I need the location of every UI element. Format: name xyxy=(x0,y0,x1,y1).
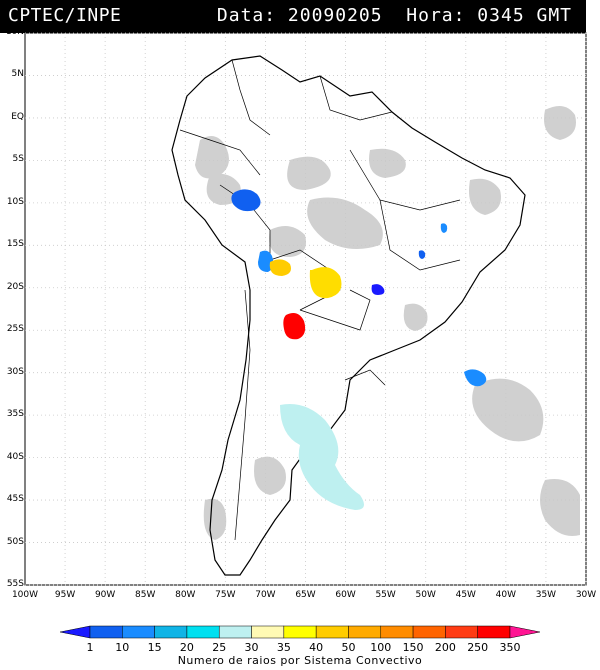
border-brazil-states-1 xyxy=(349,149,461,211)
longitude-label: 80W xyxy=(175,590,196,600)
colorbar-swatch xyxy=(477,625,511,639)
colorbar-swatch xyxy=(445,625,478,639)
border-colombia-south xyxy=(179,129,261,176)
cloud-patch-patagonia xyxy=(254,456,286,495)
colorbar-label: 25 xyxy=(212,641,227,654)
colorbar-arrow-right xyxy=(509,625,541,639)
colorbar-swatch xyxy=(89,625,123,639)
cloud-patch-north-andes xyxy=(195,136,229,179)
colorbar-swatch xyxy=(154,625,188,639)
colorbar-swatch xyxy=(186,625,220,639)
cloud-patch-far-southeast xyxy=(540,479,580,536)
longitude-label: 35W xyxy=(535,590,557,600)
latitude-label: 55S xyxy=(6,579,24,589)
cloud-patch-amazon-center xyxy=(287,156,331,190)
cloud-patch-south-atlantic xyxy=(472,378,544,442)
colorbar xyxy=(59,625,541,639)
longitude-label: 70W xyxy=(255,590,276,600)
cloud-patch-atlantic-east xyxy=(544,106,576,140)
border-argentina-chile xyxy=(234,289,251,541)
convective-system-patagonia xyxy=(280,404,364,510)
latitude-label: EQ xyxy=(11,111,24,122)
latitude-label: 45S xyxy=(6,494,24,505)
longitude-label: 30W xyxy=(575,590,597,600)
latitude-label: 5S xyxy=(12,154,24,165)
title-bar: CPTEC/INPE Data: 20090205 Hora: 0345 GMT xyxy=(0,0,586,33)
south-america-coastline xyxy=(171,55,526,576)
colorbar-arrow-left xyxy=(59,625,91,639)
border-guianas xyxy=(319,75,393,121)
colorbar-label: 150 xyxy=(402,641,424,654)
colorbar-swatch xyxy=(412,625,446,639)
convective-systems xyxy=(231,189,487,510)
cloud-patch-se-brazil xyxy=(403,303,428,331)
convective-system-bolivia-east xyxy=(269,259,291,276)
longitude-label: 55W xyxy=(375,590,396,600)
latitude-label: 40S xyxy=(6,451,24,462)
cloud-patch-chile-south xyxy=(203,498,227,540)
longitude-label: 75W xyxy=(215,590,236,600)
latitude-label: 5N xyxy=(11,69,24,80)
colorbar-swatch xyxy=(122,625,155,639)
colorbar-swatch xyxy=(315,625,349,639)
colorbar-label: 200 xyxy=(434,641,456,654)
colorbar-swatch xyxy=(380,625,414,639)
latitude-label: 15S xyxy=(6,239,24,250)
colorbar-swatch xyxy=(218,625,252,639)
colorbar-label: 10 xyxy=(115,641,130,654)
convective-system-minas xyxy=(418,250,426,259)
longitude-label: 65W xyxy=(295,590,316,600)
cloud-patch-central xyxy=(307,197,383,249)
border-brazil-states-2 xyxy=(379,199,461,271)
border-paraguay xyxy=(299,289,371,331)
colorbar-label: 35 xyxy=(276,641,291,654)
latitude-label: 20S xyxy=(6,281,24,292)
country-borders xyxy=(179,59,461,541)
agency-title: CPTEC/INPE xyxy=(8,5,122,26)
convective-system-atlantic xyxy=(464,369,487,387)
convective-system-argentina-north xyxy=(283,313,306,340)
longitude-label: 100W xyxy=(11,590,39,600)
latitude-label: 30S xyxy=(6,366,24,377)
border-uruguay xyxy=(344,369,386,386)
colorbar-label: 30 xyxy=(244,641,259,654)
longitude-label: 90W xyxy=(94,590,116,600)
longitude-label: 40W xyxy=(495,590,517,600)
convective-system-chaco xyxy=(309,267,342,299)
colorbar-label: 350 xyxy=(499,641,521,654)
cloud-patch-coast-north xyxy=(369,148,406,178)
longitude-label: 60W xyxy=(335,590,356,600)
colorbar-label: 250 xyxy=(467,641,489,654)
longitude-label: 45W xyxy=(455,590,476,600)
longitude-label: 50W xyxy=(415,590,436,600)
cloud-patch-northeast xyxy=(469,178,501,215)
convective-system-bolivia-west xyxy=(258,250,274,272)
colorbar-label: 15 xyxy=(147,641,162,654)
latitude-label: 35S xyxy=(6,409,24,420)
cloud-cover xyxy=(195,106,580,540)
border-colombia-venezuela xyxy=(231,59,271,136)
colorbar-label: 50 xyxy=(341,641,356,654)
longitude-label: 95W xyxy=(54,590,76,600)
longitude-label: 85W xyxy=(135,590,156,600)
colorbar-label: 1 xyxy=(86,641,94,654)
colorbar-label: 20 xyxy=(179,641,194,654)
colorbar-swatch xyxy=(283,625,317,639)
cloud-patch-bolivia xyxy=(269,226,306,257)
latitude-label: 10S xyxy=(6,196,24,207)
latitude-label: 10N xyxy=(5,27,24,37)
colorbar-swatch xyxy=(251,625,285,639)
convective-system-mato-grosso xyxy=(371,284,385,295)
latitude-label: 50S xyxy=(6,536,24,547)
convective-system-bahia xyxy=(440,223,448,233)
convective-system-peru xyxy=(231,189,261,212)
colorbar-label: 100 xyxy=(370,641,392,654)
latitude-label: 25S xyxy=(6,324,24,335)
colorbar-caption: Numero de raios por Sistema Convectivo xyxy=(177,654,423,667)
date-time-label: Data: 20090205 Hora: 0345 GMT xyxy=(216,5,572,26)
lightning-map xyxy=(24,32,587,586)
colorbar-label: 40 xyxy=(309,641,324,654)
colorbar-swatch xyxy=(348,625,382,639)
